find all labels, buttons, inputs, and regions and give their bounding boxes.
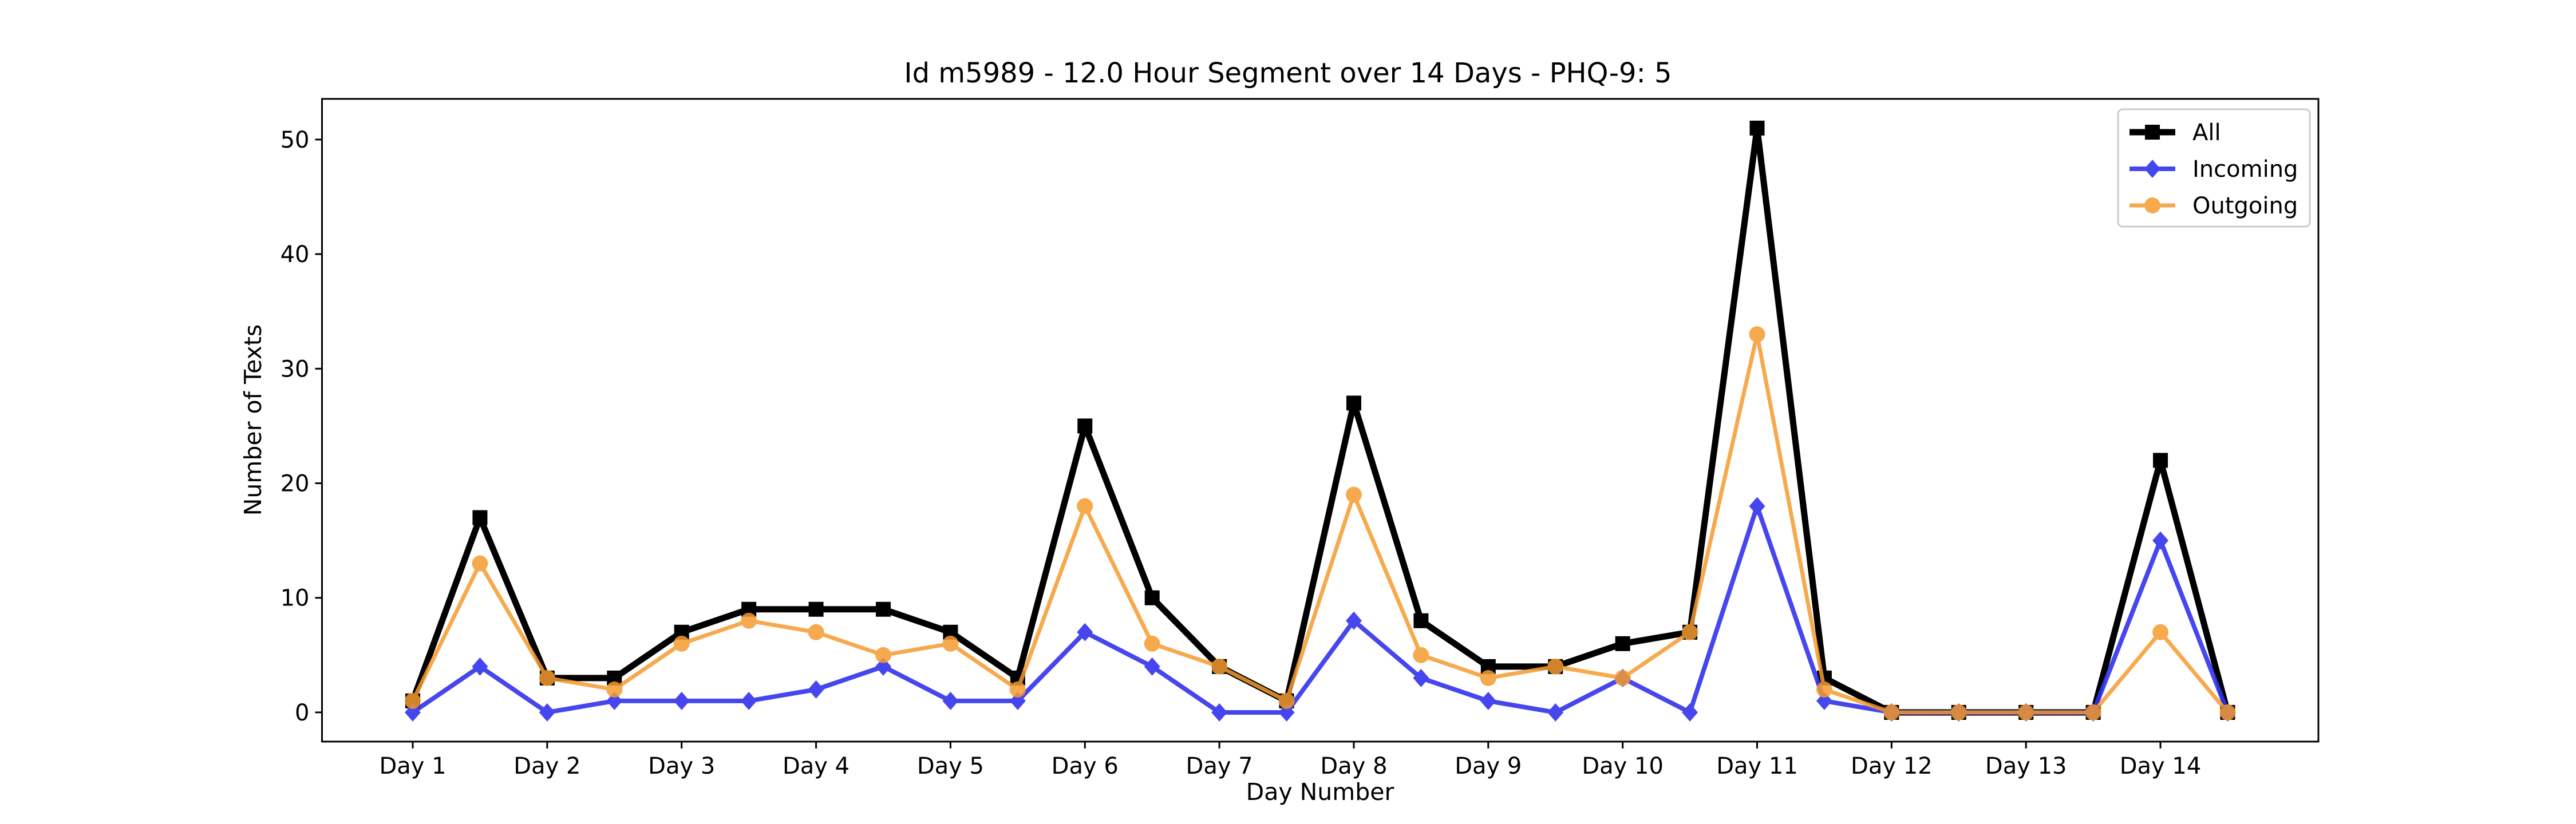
legend-label: Outgoing — [2192, 193, 2298, 219]
y-axis-label: Number of Texts — [239, 324, 267, 516]
incoming-point — [472, 657, 488, 676]
outgoing-point — [673, 635, 690, 652]
all-line — [409, 125, 2231, 716]
incoming-point — [673, 691, 690, 710]
legend: All Incoming Outgoing — [2117, 108, 2311, 228]
incoming-point — [1682, 703, 1698, 722]
x-tick-label: Day 12 — [1851, 753, 1933, 779]
all-point — [1346, 395, 1361, 411]
outgoing-point — [808, 624, 824, 640]
y-tick-label: 0 — [295, 700, 309, 726]
outgoing-point — [2152, 624, 2169, 640]
outgoing-point — [1345, 486, 1362, 503]
legend-box — [2117, 108, 2311, 228]
legend-item-incoming — [2129, 160, 2175, 178]
outgoing-point — [1077, 498, 1093, 514]
y-tick-label: 50 — [280, 127, 310, 153]
outgoing-point — [1816, 681, 1832, 698]
x-tick-label: Day 3 — [648, 753, 715, 779]
outgoing-point — [2085, 704, 2101, 720]
y-tick-label: 20 — [280, 471, 310, 497]
outgoing-point — [741, 612, 757, 629]
incoming-point — [1749, 497, 1765, 516]
incoming-point — [741, 691, 757, 710]
x-axis: Day 1 Day 2 Day 3 Day 4 Day 5 Day 6 Day 7 Day 8… — [379, 742, 2201, 779]
outgoing-point — [2219, 704, 2236, 720]
outgoing-point — [1144, 635, 1160, 652]
x-tick-label: Day 11 — [1716, 753, 1798, 779]
incoming-point — [1480, 691, 1496, 710]
outgoing-point — [539, 670, 555, 686]
outgoing-point — [1883, 704, 1900, 720]
incoming-point — [1077, 623, 1093, 641]
legend-item-all — [2129, 125, 2175, 140]
x-tick-label: Day 9 — [1455, 753, 1522, 779]
outgoing-point — [1950, 704, 1967, 720]
outgoing-point — [1413, 647, 1429, 663]
legend-marker — [2144, 160, 2160, 178]
legend-label: All — [2192, 120, 2221, 146]
outgoing-point — [1480, 670, 1496, 686]
all-point — [2153, 453, 2168, 468]
x-axis-label: Day Number — [1246, 778, 1394, 806]
series-outgoing — [405, 326, 2236, 720]
x-tick-label: Day 2 — [513, 753, 580, 779]
all-point — [1077, 418, 1093, 434]
plot-frame — [321, 98, 2320, 743]
outgoing-point — [1278, 692, 1295, 709]
legend-label: Incoming — [2192, 156, 2298, 183]
incoming-point — [1547, 703, 1564, 722]
y-tick-label: 10 — [280, 585, 310, 612]
y-axis: 0 10 20 30 40 50 — [280, 127, 322, 726]
all-point — [1615, 636, 1630, 651]
outgoing-point — [942, 635, 959, 652]
outgoing-point — [2018, 704, 2034, 720]
incoming-point — [1144, 657, 1160, 676]
incoming-point — [942, 691, 959, 710]
incoming-line — [411, 504, 2230, 715]
plot-lines — [405, 120, 2236, 722]
x-tick-label: Day 10 — [1582, 753, 1664, 779]
outgoing-point — [606, 681, 623, 698]
all-point — [875, 601, 891, 617]
x-tick-label: Day 8 — [1320, 753, 1387, 779]
legend-marker — [2144, 197, 2160, 213]
y-tick-label: 30 — [280, 356, 310, 382]
x-tick-label: Day 1 — [379, 753, 446, 779]
x-tick-label: Day 7 — [1186, 753, 1253, 779]
incoming-point — [539, 703, 555, 722]
legend-marker — [2145, 125, 2160, 140]
incoming-point — [808, 680, 824, 699]
outgoing-point — [1614, 670, 1631, 686]
x-tick-label: Day 5 — [917, 753, 984, 779]
outgoing-point — [1749, 326, 1765, 343]
all-point — [472, 510, 488, 525]
x-tick-label: Day 13 — [1985, 753, 2067, 779]
outgoing-point — [1547, 658, 1564, 675]
all-point — [1749, 120, 1765, 136]
all-point — [1144, 590, 1160, 605]
legend-item-outgoing — [2129, 197, 2175, 213]
incoming-point — [1211, 703, 1228, 722]
outgoing-line — [410, 332, 2230, 715]
outgoing-point — [1009, 681, 1026, 698]
x-tick-label: Day 14 — [2120, 753, 2202, 779]
x-tick-label: Day 6 — [1052, 753, 1119, 779]
outgoing-point — [472, 555, 488, 572]
y-tick-label: 40 — [280, 241, 310, 268]
x-tick-label: Day 4 — [783, 753, 850, 779]
series-all — [405, 120, 2235, 720]
incoming-point — [2152, 531, 2169, 550]
all-point — [808, 601, 824, 617]
incoming-point — [1413, 668, 1429, 687]
incoming-point — [1345, 611, 1362, 630]
outgoing-point — [1211, 658, 1228, 675]
chart-title: Id m5989 - 12.0 Hour Segment over 14 Day… — [904, 57, 1672, 89]
all-point — [1413, 613, 1429, 628]
series-incoming — [405, 497, 2236, 722]
outgoing-point — [1682, 624, 1698, 640]
outgoing-point — [405, 692, 421, 709]
outgoing-point — [875, 647, 891, 663]
